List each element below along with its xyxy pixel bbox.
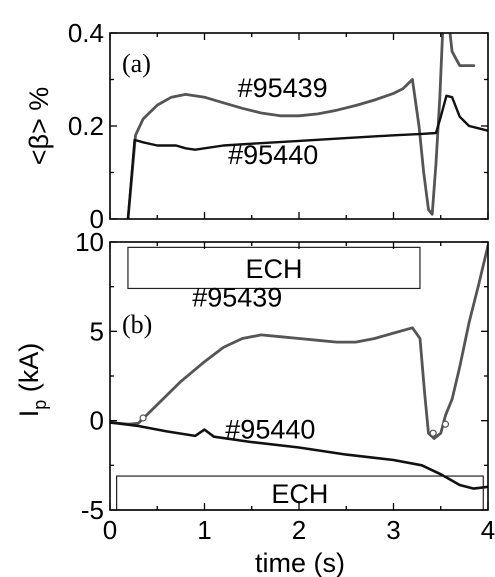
panel-a-annotation-95440: #95440 <box>228 140 318 170</box>
y-tick-label: 0 <box>90 406 104 436</box>
series-marker <box>429 429 437 437</box>
x-tick-label: 3 <box>386 515 400 545</box>
panel-b-ylabel-main: I <box>14 410 44 418</box>
panel-b-label: (b) <box>122 310 152 339</box>
panel-b-xlabel: time (s) <box>255 548 345 577</box>
y-tick-label: 5 <box>90 316 104 346</box>
ech-box-label: ECH <box>271 479 328 509</box>
series-marker <box>441 420 450 428</box>
series-marker <box>139 414 147 422</box>
series-line-95440 <box>126 94 488 219</box>
x-tick-label: 0 <box>103 515 117 545</box>
panel-a-annotation-95439: #95439 <box>238 73 328 103</box>
y-tick-label: 0 <box>90 204 104 234</box>
panel-b-annotation-95440: #95440 <box>225 415 315 445</box>
panel-a-ticks: 0 0.2 0.4 <box>68 18 489 234</box>
x-tick-label: 2 <box>292 515 306 545</box>
panel-b-ylabel-unit: (kA) <box>14 343 44 400</box>
panel-b-series-group <box>110 244 488 490</box>
y-tick-label: 0.4 <box>68 18 104 48</box>
x-tick-label: 1 <box>197 515 211 545</box>
ech-box-label: ECH <box>245 254 302 284</box>
panel-a-ylabel: <β> % <box>24 87 54 166</box>
panel-b-ylabel-sub: p <box>30 400 50 410</box>
x-tick-label: 4 <box>481 515 495 545</box>
y-tick-label: 0.2 <box>68 111 104 141</box>
series-line-95439 <box>126 33 476 219</box>
panel-b-ylabel: Ip (kA) <box>14 343 50 418</box>
ech-box <box>127 246 421 290</box>
panel-b-ech-boxes: ECH ECH <box>116 246 484 511</box>
panel-a: 0 0.2 0.4 (a) #95439 #95440 <β> % <box>24 18 489 234</box>
series-line-95439 <box>110 244 488 440</box>
y-tick-label: -5 <box>81 495 104 525</box>
y-tick-label: 10 <box>75 227 104 257</box>
panel-a-label: (a) <box>122 49 151 78</box>
panel-a-series-group <box>126 33 488 219</box>
series-line-95440 <box>110 421 488 490</box>
panel-b-annotation-95439: #95439 <box>192 282 282 312</box>
panel-a-frame <box>109 32 489 220</box>
